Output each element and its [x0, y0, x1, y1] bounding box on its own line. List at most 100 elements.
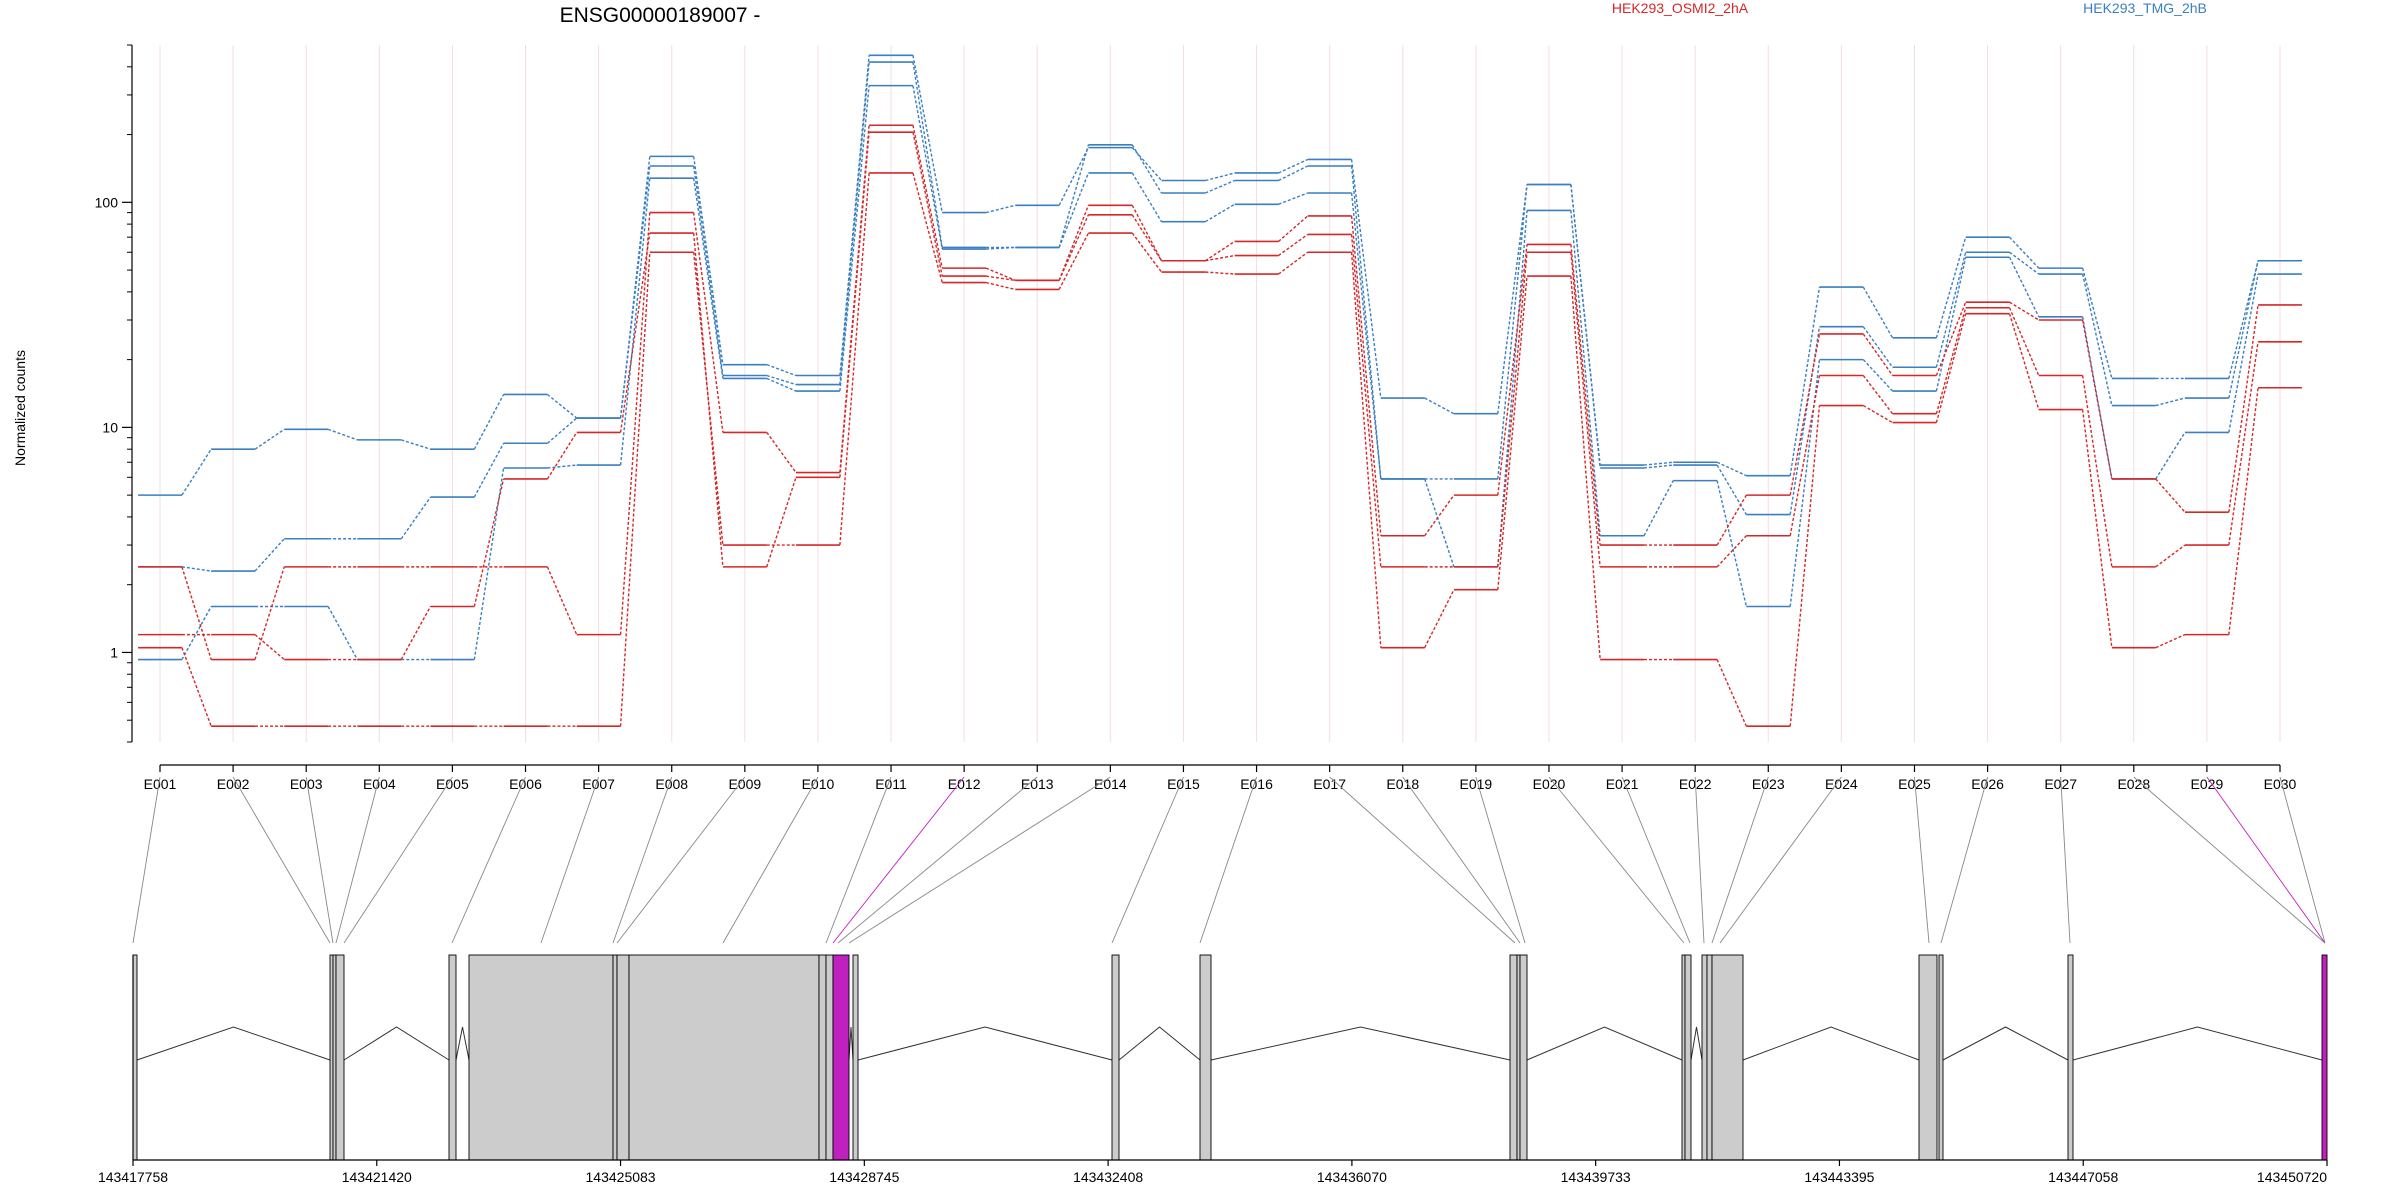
coord-tick-label: 143425083 — [586, 1169, 656, 1185]
series-3-transition — [1570, 210, 1601, 536]
series-6-transition — [1131, 232, 1163, 273]
series-2-transition — [1716, 464, 1747, 515]
series-2-transition — [1643, 464, 1674, 469]
series-4-transition — [1716, 494, 1747, 546]
x-tick-label-e029: E029 — [2191, 776, 2224, 792]
intron-lines — [136, 1026, 2323, 1061]
genome-coordinate-ticks: 143417758 143421420 143425083 143428745 1434… — [98, 1160, 2328, 1185]
connector-e006 — [451, 776, 526, 944]
series-3-transition — [2008, 256, 2040, 318]
series-5-transition — [1058, 214, 1090, 281]
series-4-transition — [2228, 304, 2259, 513]
series-2-transition — [766, 374, 797, 386]
connector-e020 — [1548, 776, 1685, 944]
series-3-transition — [1862, 359, 1894, 392]
series-3-transition — [1716, 480, 1748, 607]
series-5-transition — [2155, 544, 2186, 568]
series-2-transition — [619, 165, 651, 419]
series-5-transition — [1789, 375, 1821, 536]
x-tick-label-e005: E005 — [436, 776, 469, 792]
chart-title: ENSG00000189007 - — [560, 4, 761, 27]
series-5-transition — [766, 477, 797, 568]
series-3-transition — [2081, 316, 2113, 480]
intron-line — [1210, 1026, 1511, 1061]
series-6-transition — [181, 647, 212, 727]
series-1-transition — [473, 394, 505, 450]
series-6-transition — [1497, 276, 1528, 590]
connector-e003 — [305, 776, 334, 944]
exon-box-e021 — [1701, 954, 1708, 1161]
intron-line — [136, 1026, 331, 1061]
series-4-transition — [985, 267, 1016, 282]
series-3-transition — [1350, 192, 1382, 480]
series-2-transition — [1278, 165, 1309, 182]
series-2-transition — [1862, 326, 1894, 368]
series-5-transition — [400, 606, 432, 660]
x-tick-label-e025: E025 — [1898, 776, 1931, 792]
connector-e014 — [848, 776, 1111, 944]
connector-e010 — [722, 776, 819, 944]
series-4-transition — [1424, 494, 1455, 537]
series-5-transition — [1278, 233, 1309, 257]
series-2-transition — [1205, 179, 1235, 194]
x-tick-label-e002: E002 — [217, 776, 250, 792]
series-2-transition — [912, 61, 943, 248]
series-5-transition — [1350, 234, 1382, 567]
series-4-transition — [254, 566, 285, 660]
series-3 — [138, 84, 2302, 661]
series-3-transition — [2228, 273, 2259, 433]
series-2-transition — [1789, 326, 1821, 515]
series-3-transition — [692, 178, 724, 379]
series-4-transition — [1204, 240, 1236, 262]
series-5-transition — [546, 432, 578, 480]
series-5-transition — [1497, 252, 1528, 567]
series-5-transition — [619, 232, 651, 433]
series-4-transition — [1789, 333, 1821, 496]
x-tick-label-e012: E012 — [948, 776, 981, 792]
series-6-transition — [1205, 271, 1235, 275]
series-1-transition — [1643, 461, 1674, 466]
series-4-transition — [1058, 205, 1090, 281]
series-1-transition — [327, 428, 358, 441]
series-1 — [138, 54, 2302, 496]
exon-box-e010 — [818, 954, 827, 1161]
exon-box-e007 — [612, 954, 618, 1161]
exon-box-e022 — [1706, 954, 1713, 1161]
series-6-transition — [619, 252, 651, 727]
series-5-transition — [1716, 535, 1747, 568]
connector-e004 — [335, 776, 380, 944]
series-1-transition — [181, 448, 212, 496]
connector-e009 — [616, 776, 746, 944]
series-2-transition — [181, 566, 212, 572]
x-tick-label-e024: E024 — [1825, 776, 1858, 792]
exon-box-e026 — [2067, 954, 2074, 1161]
vertical-gridlines — [159, 45, 2281, 742]
exon-box-e001 — [132, 954, 138, 1161]
exon-box-e008 — [616, 954, 630, 1161]
exon-box-e014 — [1111, 954, 1120, 1161]
exon-connector-lines — [132, 776, 2326, 944]
series-4-transition — [2081, 319, 2113, 480]
series-3-transition — [986, 246, 1016, 250]
x-tick-label-e013: E013 — [1021, 776, 1054, 792]
series-1-transition — [985, 204, 1016, 214]
series-3-transition — [1643, 480, 1674, 537]
series-5-transition — [1570, 252, 1601, 567]
series-5 — [138, 131, 2302, 661]
exon-box-e012 — [832, 954, 850, 1161]
series-lines — [138, 54, 2302, 728]
x-tick-label-e009: E009 — [728, 776, 761, 792]
series-6-transition — [839, 172, 870, 546]
series-3-transition — [912, 85, 943, 250]
exon-box-e004 — [335, 954, 345, 1161]
intron-line — [1942, 1026, 2069, 1061]
coord-tick-label: 143417758 — [98, 1169, 168, 1185]
series-5-transition — [1862, 375, 1894, 415]
series-1-transition — [547, 393, 578, 419]
connector-e013 — [837, 776, 1038, 944]
intron-line — [343, 1026, 450, 1061]
exon-box-e005 — [448, 954, 457, 1161]
series-4-transition — [766, 431, 797, 473]
coord-tick-label: 143447058 — [2048, 1169, 2118, 1185]
